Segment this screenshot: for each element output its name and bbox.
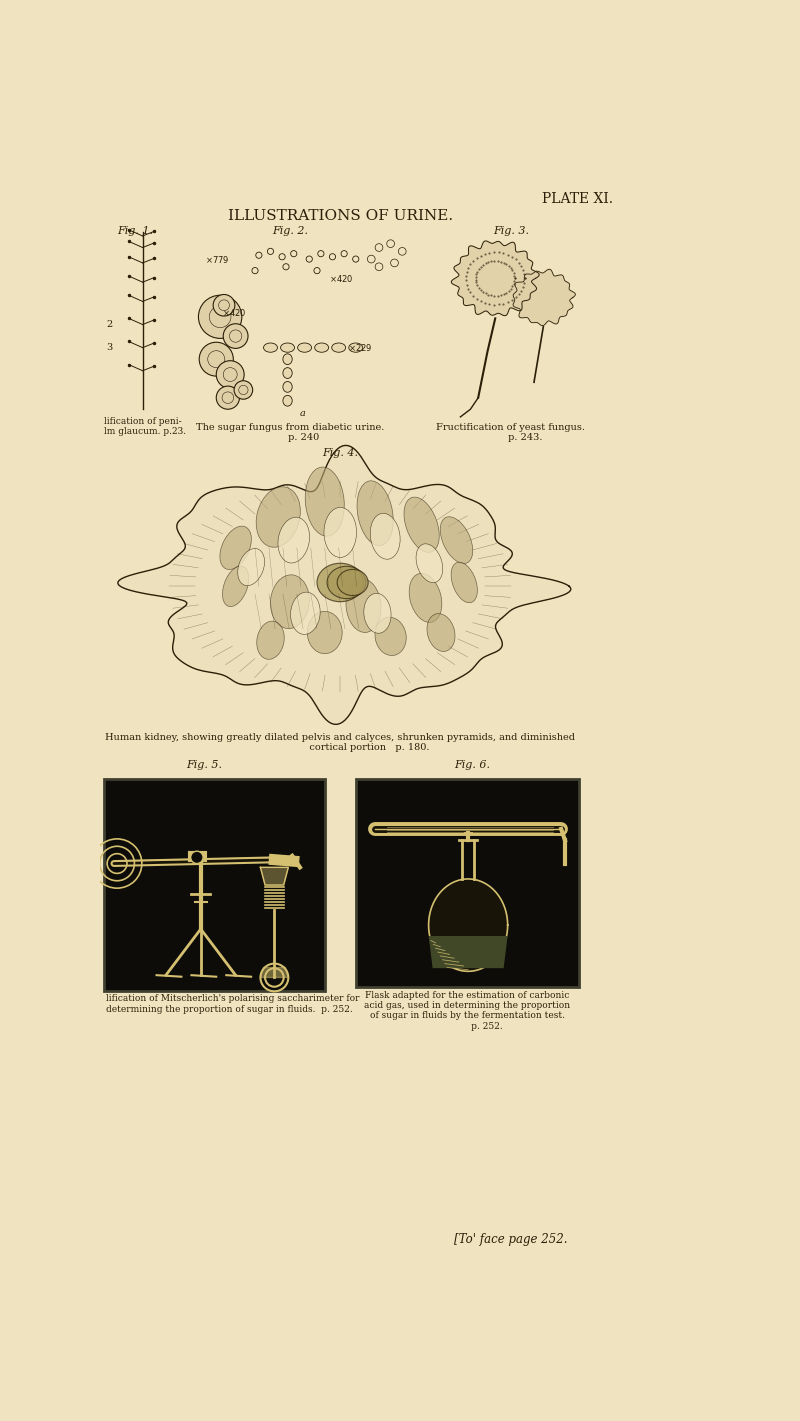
- Circle shape: [190, 851, 203, 864]
- Text: The sugar fungus from diabetic urine.
         p. 240: The sugar fungus from diabetic urine. p.…: [196, 423, 384, 442]
- Circle shape: [198, 296, 242, 338]
- Ellipse shape: [283, 381, 292, 392]
- Polygon shape: [261, 867, 288, 885]
- Polygon shape: [451, 242, 539, 315]
- Ellipse shape: [409, 573, 442, 622]
- Text: Flask adapted for the estimation of carbonic
acid gas, used in determining the p: Flask adapted for the estimation of carb…: [364, 990, 570, 1030]
- Bar: [356, 779, 579, 986]
- Text: $\times 229$: $\times 229$: [348, 342, 372, 354]
- Ellipse shape: [283, 354, 292, 365]
- Text: Fig. 2.: Fig. 2.: [272, 226, 308, 236]
- Ellipse shape: [283, 395, 292, 406]
- Text: Fig. 1.: Fig. 1.: [117, 226, 153, 236]
- Ellipse shape: [222, 566, 249, 607]
- Ellipse shape: [257, 621, 284, 659]
- Text: $\times 779$: $\times 779$: [205, 253, 229, 264]
- Ellipse shape: [281, 342, 294, 352]
- Text: lification of Mitscherlich's polarising saccharimeter for
determining the propor: lification of Mitscherlich's polarising …: [106, 995, 360, 1013]
- Ellipse shape: [416, 544, 442, 583]
- Circle shape: [213, 294, 235, 315]
- Ellipse shape: [440, 517, 473, 564]
- Text: $\times 420$: $\times 420$: [329, 273, 353, 284]
- Polygon shape: [261, 968, 288, 978]
- Ellipse shape: [375, 617, 406, 655]
- Text: [To' face page 252.: [To' face page 252.: [454, 1233, 567, 1246]
- Text: Fructification of yeast fungus.
         p. 243.: Fructification of yeast fungus. p. 243.: [436, 423, 586, 442]
- Ellipse shape: [364, 594, 391, 634]
- Circle shape: [216, 387, 239, 409]
- Text: a: a: [300, 409, 306, 418]
- Text: ILLUSTRATIONS OF URINE.: ILLUSTRATIONS OF URINE.: [228, 209, 453, 223]
- Ellipse shape: [332, 342, 346, 352]
- Text: PLATE XI.: PLATE XI.: [542, 192, 613, 206]
- Text: $\times 420$: $\times 420$: [222, 307, 246, 318]
- Ellipse shape: [346, 578, 381, 632]
- Ellipse shape: [314, 342, 329, 352]
- Circle shape: [216, 361, 244, 388]
- Text: 3: 3: [106, 342, 113, 352]
- Ellipse shape: [317, 563, 363, 601]
- Ellipse shape: [270, 576, 310, 628]
- Text: Human kidney, showing greatly dilated pelvis and calyces, shrunken pyramids, and: Human kidney, showing greatly dilated pe…: [106, 733, 575, 752]
- Circle shape: [199, 342, 234, 377]
- Ellipse shape: [427, 614, 455, 651]
- Ellipse shape: [327, 567, 366, 598]
- Ellipse shape: [238, 549, 265, 585]
- Polygon shape: [118, 445, 570, 725]
- Circle shape: [223, 324, 248, 348]
- Ellipse shape: [451, 563, 478, 603]
- Ellipse shape: [307, 611, 342, 654]
- Ellipse shape: [370, 513, 400, 560]
- Ellipse shape: [404, 497, 439, 553]
- Ellipse shape: [283, 368, 292, 378]
- Text: lification of peni-
lm glaucum. p.23.: lification of peni- lm glaucum. p.23.: [104, 416, 186, 436]
- Text: Fig. 3.: Fig. 3.: [493, 226, 529, 236]
- Ellipse shape: [220, 526, 251, 570]
- Ellipse shape: [357, 480, 394, 546]
- Text: 2: 2: [106, 320, 113, 330]
- Bar: [104, 779, 325, 990]
- Text: Fig. 4.: Fig. 4.: [322, 448, 358, 458]
- Circle shape: [234, 381, 253, 399]
- Ellipse shape: [306, 468, 344, 536]
- Ellipse shape: [290, 593, 320, 634]
- Ellipse shape: [298, 342, 311, 352]
- Polygon shape: [513, 269, 575, 325]
- Ellipse shape: [278, 517, 310, 563]
- Ellipse shape: [337, 570, 368, 595]
- Ellipse shape: [263, 342, 278, 352]
- Text: Fig. 6.: Fig. 6.: [454, 760, 490, 770]
- Ellipse shape: [324, 507, 357, 557]
- Polygon shape: [429, 880, 508, 972]
- Text: Fig. 5.: Fig. 5.: [186, 760, 222, 770]
- Ellipse shape: [256, 487, 300, 547]
- Ellipse shape: [349, 342, 362, 352]
- Polygon shape: [430, 936, 507, 968]
